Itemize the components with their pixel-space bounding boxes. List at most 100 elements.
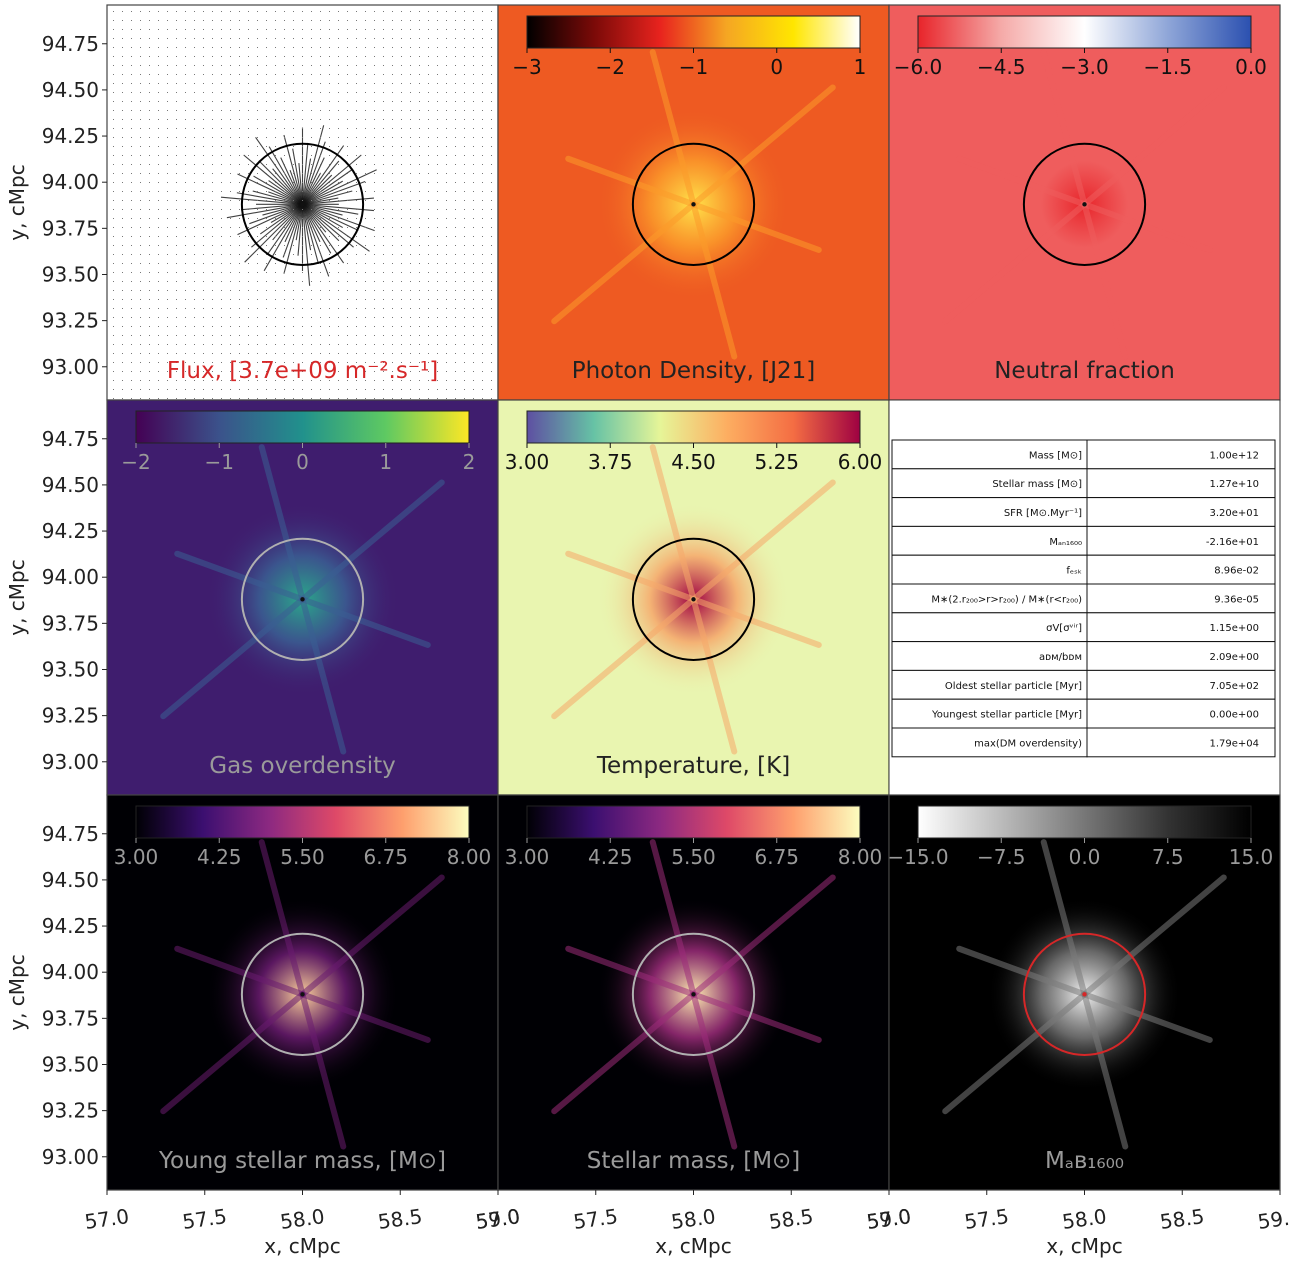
table-value-cell: [1086, 583, 1276, 614]
panel-properties: Mass [M⊙] 1.00e+12 Stellar mass [M⊙] 1.27e+…: [888, 399, 1281, 796]
colorbar-tick-label: 0.0: [1069, 845, 1101, 869]
table-row-label: aᴅᴍ/bᴅᴍ: [1039, 652, 1082, 663]
panel-mab1600: −15.0 −7.5 0.0 7.5 15.0 Mₐʙ₁₆₀₀: [887, 794, 1281, 1191]
table-row-value: 1.79e+04: [1209, 738, 1259, 749]
halo-center-marker: [691, 992, 696, 997]
y-tick-label: 93.00: [42, 750, 99, 774]
virial-radius-circle: [631, 142, 756, 266]
table-row-value: 1.15e+00: [1209, 623, 1259, 634]
x-axis-label: x, cMpc: [264, 1234, 341, 1258]
y-axis-label: y, cMpc: [5, 164, 29, 241]
colorbar-tick-label: 4.50: [671, 450, 716, 474]
x-tick-label: 57.5: [963, 1204, 1010, 1234]
y-tick-label: 94.50: [42, 473, 99, 497]
x-tick-label: 57.0: [474, 1204, 521, 1234]
panel-temperature: 3.00 3.75 4.50 5.25 6.00 Temperature, [K]: [497, 399, 890, 796]
x-tick-label: 57.5: [181, 1204, 228, 1234]
table-row-value: 9.36e-05: [1214, 594, 1259, 605]
table-row-label: max(DM overdensity): [974, 738, 1082, 749]
y-tick-label: 94.50: [42, 78, 99, 102]
y-tick-label: 94.75: [42, 427, 99, 451]
colorbar-tick-label: −1.5: [1143, 55, 1192, 79]
colorbar-tick-label: 0.0: [1235, 55, 1267, 79]
colorbar-tick-label: −15.0: [887, 845, 948, 869]
x-tick-label: 57.0: [865, 1204, 912, 1234]
colorbar: −15.0 −7.5 0.0 7.5 15.0: [887, 805, 1274, 869]
table-row-value: 3.20e+01: [1209, 508, 1259, 519]
virial-radius-circle: [631, 932, 756, 1056]
virial-radius-circle: [1022, 932, 1147, 1056]
table-value-cell: [1086, 439, 1276, 470]
table-row-label: σV[σᵛⁱʳ]: [1046, 623, 1082, 634]
colorbar: 3.00 3.75 4.50 5.25 6.00: [505, 410, 882, 474]
x-axis-label: x, cMpc: [1046, 1234, 1123, 1258]
virial-radius-circle: [240, 537, 365, 661]
y-tick-label: 94.50: [42, 868, 99, 892]
panel-stellar-mass: 3.00 4.25 5.50 6.75 8.00 Stellar mass, [M⊙]: [497, 794, 890, 1191]
panel-label: Young stellar mass, [M⊙]: [158, 1148, 446, 1174]
halo-center-marker: [300, 597, 305, 602]
table-value-cell: [1086, 727, 1276, 758]
colorbar-tick-label: 5.25: [754, 450, 799, 474]
x-tick-label: 58.0: [1061, 1204, 1108, 1234]
panel-flux: Flux, [3.7e+09 m⁻².s⁻¹]: [106, 4, 499, 401]
panel-label: Gas overdensity: [209, 753, 395, 779]
y-tick-label: 94.00: [42, 565, 99, 589]
y-tick-label: 94.25: [42, 519, 99, 543]
colorbar-tick-label: 8.00: [838, 845, 883, 869]
table-row-value: 2.09e+00: [1209, 652, 1259, 663]
x-tick-label: 59.0: [1256, 1204, 1290, 1234]
y-axis-label: y, cMpc: [5, 559, 29, 636]
table-row-value: 7.05e+02: [1209, 681, 1259, 692]
y-tick-label: 93.50: [42, 1052, 99, 1076]
y-tick-label: 94.25: [42, 914, 99, 938]
x-tick-label: 58.0: [279, 1204, 326, 1234]
y-tick-label: 93.75: [42, 1006, 99, 1030]
table-label-cell: [891, 525, 1088, 556]
table-row-label: fₑₛₖ: [1066, 566, 1082, 577]
colorbar-tick-label: −1: [205, 450, 234, 474]
colorbar-tick-label: −6.0: [894, 55, 943, 79]
x-tick-label: 58.5: [1158, 1204, 1205, 1234]
panel-photon-density: −3 −2 −1 0 1 Photon Density, [J21]: [497, 4, 890, 401]
y-tick-label: 93.00: [42, 355, 99, 379]
table-value-cell: [1086, 525, 1276, 556]
colorbar: 3.00 4.25 5.50 6.75 8.00: [505, 805, 883, 869]
table-label-cell: [891, 641, 1088, 671]
table-value-cell: [1086, 468, 1276, 499]
virial-radius-circle: [240, 932, 365, 1056]
colorbar-tick-label: 5.50: [671, 845, 716, 869]
y-tick-label: 93.50: [42, 262, 99, 286]
y-tick-label: 93.25: [42, 309, 99, 333]
colorbar-tick-label: 15.0: [1229, 845, 1274, 869]
colorbar: −3 −2 −1 0 1: [512, 15, 866, 79]
colorbar-tick-label: 5.50: [280, 845, 325, 869]
y-tick-label: 93.25: [42, 704, 99, 728]
colorbar: −6.0 −4.5 −3.0 −1.5 0.0: [894, 15, 1267, 79]
y-tick-label: 94.00: [42, 960, 99, 984]
panel-label: Mₐʙ₁₆₀₀: [1045, 1148, 1124, 1174]
colorbar-tick-label: 6.75: [363, 845, 408, 869]
colorbar-tick-label: −3: [512, 55, 541, 79]
y-tick-label: 94.00: [42, 170, 99, 194]
halo-center-marker: [1082, 992, 1087, 997]
panel-label: Flux, [3.7e+09 m⁻².s⁻¹]: [167, 358, 438, 384]
table-value-cell: [1086, 497, 1276, 527]
colorbar-tick-label: −7.5: [977, 845, 1026, 869]
table-row-value: 0.00e+00: [1209, 710, 1259, 721]
table-row-value: 1.27e+10: [1209, 479, 1259, 490]
colorbar-tick-label: −3.0: [1060, 55, 1109, 79]
y-tick-label: 93.00: [42, 1145, 99, 1169]
y-tick-label: 94.25: [42, 124, 99, 148]
panel-young-stellar-mass: 3.00 4.25 5.50 6.75 8.00 Young stellar mass, …: [106, 794, 499, 1191]
table-value-cell: [1086, 612, 1276, 643]
table-label-cell: [891, 439, 1088, 470]
colorbar-tick-label: 3.75: [588, 450, 633, 474]
table-value-cell: [1086, 698, 1276, 729]
x-tick-label: 58.0: [670, 1204, 717, 1234]
y-tick-label: 94.75: [42, 32, 99, 56]
table-label-cell: [891, 583, 1088, 614]
colorbar: −2 −1 0 1 2: [121, 410, 475, 474]
panel-label: Temperature, [K]: [596, 753, 790, 779]
